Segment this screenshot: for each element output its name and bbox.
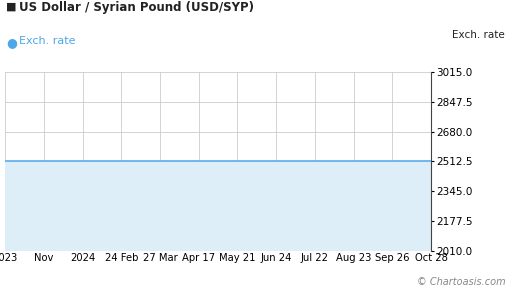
Text: © Chartoasis.com: © Chartoasis.com (417, 276, 506, 287)
Text: US Dollar / Syrian Pound (USD/SYP): US Dollar / Syrian Pound (USD/SYP) (19, 1, 255, 14)
Text: Exch. rate: Exch. rate (452, 30, 504, 40)
Text: ●: ● (6, 36, 17, 49)
Text: ■: ■ (6, 1, 17, 12)
Text: Exch. rate: Exch. rate (19, 36, 76, 46)
